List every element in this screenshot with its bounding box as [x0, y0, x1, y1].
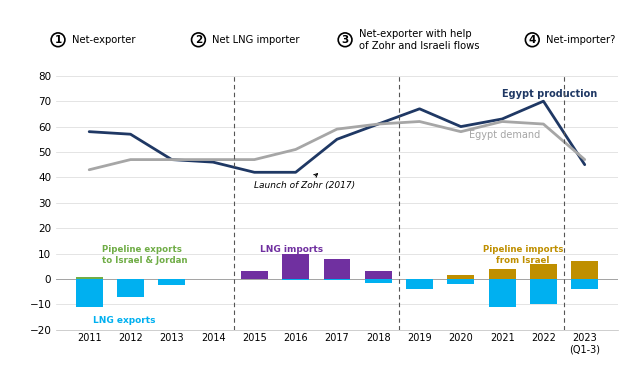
Bar — [489, 279, 515, 307]
Bar — [117, 279, 144, 297]
Text: 1: 1 — [54, 35, 62, 45]
Bar — [365, 271, 392, 279]
Bar — [406, 279, 433, 289]
Text: Pipeline imports
from Israel: Pipeline imports from Israel — [482, 245, 563, 265]
Bar — [323, 279, 351, 280]
Bar — [282, 279, 309, 280]
Text: LNG exports: LNG exports — [94, 316, 156, 325]
Bar — [447, 279, 474, 284]
Bar — [282, 254, 309, 279]
Text: LNG imports: LNG imports — [260, 245, 323, 254]
Text: Egypt production: Egypt production — [502, 89, 597, 99]
Bar — [158, 279, 185, 285]
Bar — [241, 271, 268, 279]
Text: 4: 4 — [529, 35, 536, 45]
Bar — [572, 261, 598, 279]
Text: Egypt demand: Egypt demand — [469, 130, 540, 141]
Text: 2: 2 — [195, 35, 202, 45]
Bar — [76, 277, 102, 279]
Text: Net-exporter: Net-exporter — [72, 35, 135, 45]
Text: Launch of Zohr (2017): Launch of Zohr (2017) — [255, 174, 356, 190]
Bar — [365, 279, 392, 283]
Bar — [447, 275, 474, 279]
Text: Net LNG importer: Net LNG importer — [212, 35, 300, 45]
Text: Net-exporter with help
of Zohr and Israeli flows: Net-exporter with help of Zohr and Israe… — [359, 28, 479, 51]
Bar — [572, 279, 598, 289]
Bar — [323, 258, 351, 279]
Bar — [489, 269, 515, 279]
Bar — [530, 279, 557, 304]
Bar — [76, 279, 102, 307]
Text: Net-importer?: Net-importer? — [546, 35, 615, 45]
Text: Pipeline exports
to Israel & Jordan: Pipeline exports to Israel & Jordan — [102, 245, 187, 265]
Bar — [530, 264, 557, 279]
Text: 3: 3 — [341, 35, 349, 45]
